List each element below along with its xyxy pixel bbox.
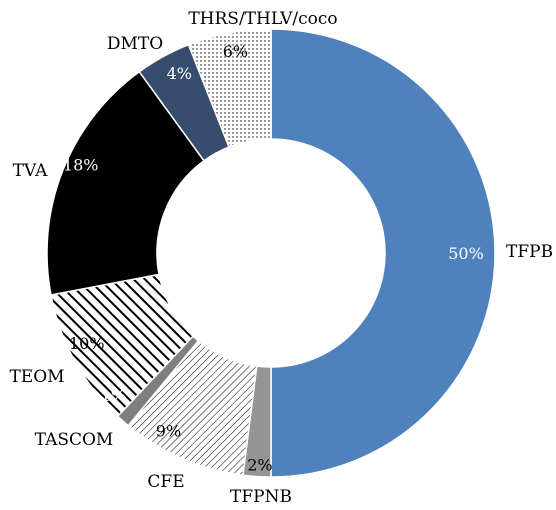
category-label-tfpnb: TFPNB xyxy=(230,487,292,507)
value-label-teom: 10% xyxy=(69,334,105,353)
value-label-tfpb: 50% xyxy=(448,244,484,263)
slice-tva xyxy=(46,70,206,296)
category-label-thrs-thlv-coco: THRS/THLV/coco xyxy=(188,9,337,29)
category-label-tfpb: TFPB xyxy=(506,242,553,262)
slice-tfpb xyxy=(270,28,496,478)
value-label-tascom: 1% xyxy=(101,386,126,405)
labels-layer: TFPB 50% TFPNB 2% CFE 9% TASCOM 1% TEOM 10% TVA 18%… xyxy=(9,9,553,507)
category-label-cfe: CFE xyxy=(147,472,184,492)
category-label-tascom: TASCOM xyxy=(35,430,114,450)
value-label-tva: 18% xyxy=(63,155,99,174)
category-label-teom: TEOM xyxy=(9,367,64,387)
slice-thrs-thlv-coco xyxy=(187,28,272,148)
slices-layer xyxy=(46,28,496,478)
value-label-thrs-thlv-coco: 6% xyxy=(223,42,248,61)
category-label-tva: TVA xyxy=(13,161,48,181)
value-label-cfe: 9% xyxy=(156,422,181,441)
value-label-tfpnb: 2% xyxy=(247,456,272,475)
value-label-dmto: 4% xyxy=(167,64,192,83)
category-label-dmto: DMTO xyxy=(107,34,163,54)
